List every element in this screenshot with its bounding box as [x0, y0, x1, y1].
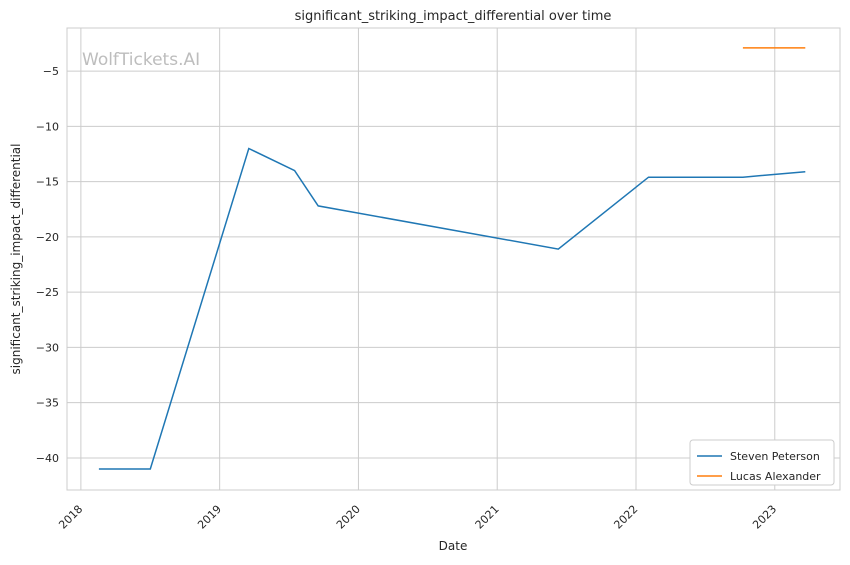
y-tick-label: −10 [36, 120, 59, 133]
x-axis-label: Date [439, 539, 468, 553]
y-tick-label: −25 [36, 286, 59, 299]
chart-title: significant_striking_impact_differential… [295, 9, 612, 24]
x-tick-label: 2018 [56, 503, 85, 532]
y-tick-label: −20 [36, 231, 59, 244]
legend-box [689, 439, 835, 486]
y-tick-label: −5 [43, 65, 59, 78]
x-tick-label: 2019 [195, 503, 224, 532]
x-tick-label: 2020 [334, 503, 363, 532]
legend: Steven Peterson Lucas Alexander [689, 439, 835, 486]
x-tick-label: 2022 [611, 503, 640, 532]
y-tick-label: −30 [36, 341, 59, 354]
x-tick-label: 2023 [750, 503, 779, 532]
y-tick-label: −15 [36, 176, 59, 189]
series-line-steven-peterson [98, 147, 806, 470]
legend-label: Lucas Alexander [730, 470, 821, 483]
plot-frame [66, 27, 841, 491]
y-tick-label: −35 [36, 397, 59, 410]
legend-label: Steven Peterson [730, 450, 820, 463]
watermark: WolfTickets.AI [82, 50, 200, 70]
x-tick-label: 2021 [473, 503, 502, 532]
y-axis-label: significant_striking_impact_differential [9, 144, 23, 375]
y-tick-label: −40 [36, 452, 59, 465]
